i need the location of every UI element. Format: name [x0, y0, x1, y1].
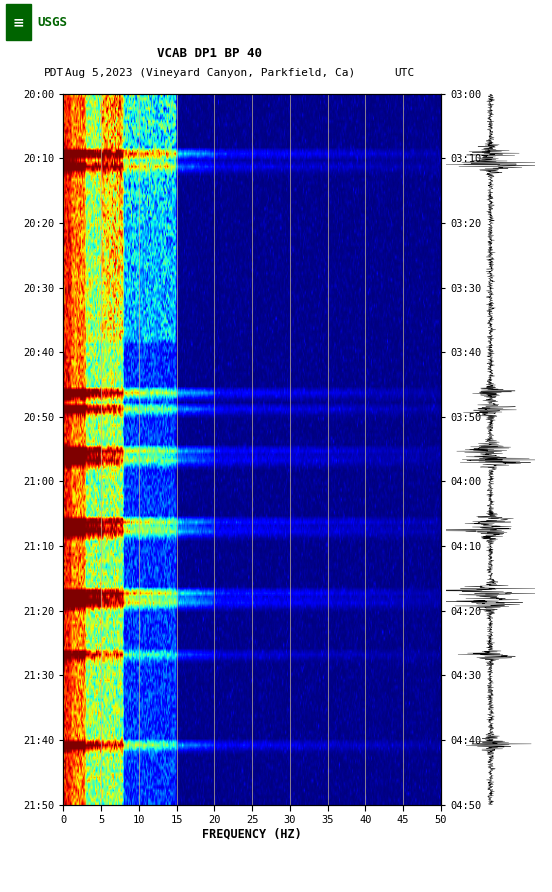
Bar — [6, 4, 31, 40]
Text: PDT: PDT — [44, 68, 65, 78]
Text: Aug 5,2023 (Vineyard Canyon, Parkfield, Ca): Aug 5,2023 (Vineyard Canyon, Parkfield, … — [65, 68, 355, 78]
Text: ≡: ≡ — [12, 15, 24, 29]
Text: USGS: USGS — [37, 16, 67, 29]
Text: VCAB DP1 BP 40: VCAB DP1 BP 40 — [157, 47, 262, 60]
Text: UTC: UTC — [395, 68, 415, 78]
X-axis label: FREQUENCY (HZ): FREQUENCY (HZ) — [203, 828, 302, 841]
